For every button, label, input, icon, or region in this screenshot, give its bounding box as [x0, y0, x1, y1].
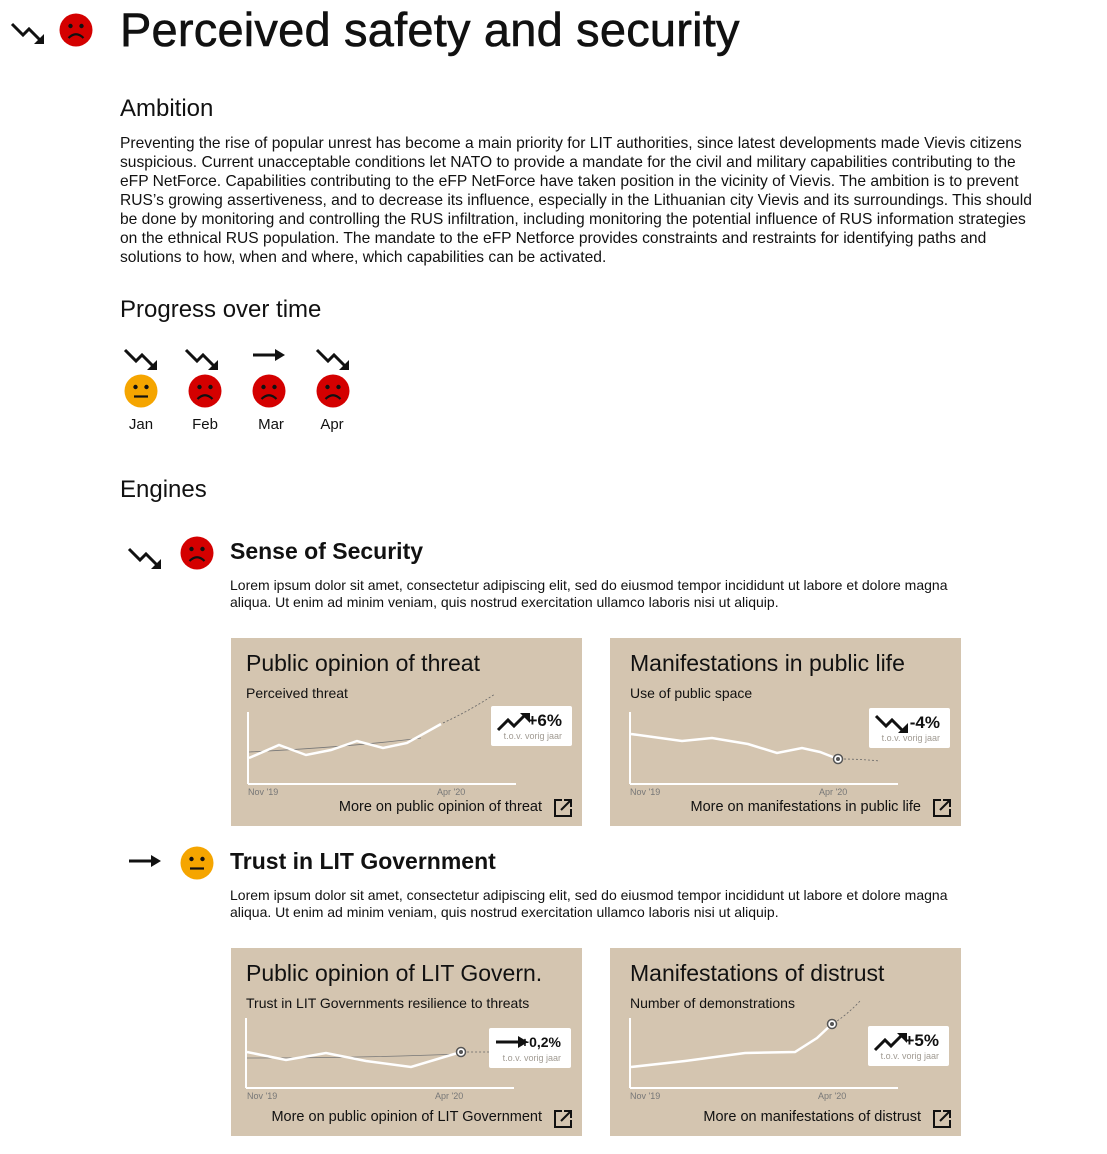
- more-link[interactable]: More on public opinion of threat: [338, 799, 542, 815]
- card-title: Public opinion of threat: [246, 650, 480, 676]
- card-subtitle: Trust in LIT Governments resilience to t…: [246, 995, 530, 1011]
- engine-title: Trust in LIT Government: [230, 848, 496, 874]
- metric-card-manifestations-public-life[interactable]: Manifestations in public life Use of pub…: [610, 638, 961, 826]
- x-tick-start: Nov '19: [248, 787, 279, 797]
- page-title: Perceived safety and security: [120, 3, 740, 57]
- engines-heading: Engines: [120, 476, 207, 503]
- engine-description: Lorem ipsum dolor sit amet, consectetur …: [230, 577, 948, 610]
- card-subtitle: Use of public space: [630, 685, 753, 701]
- month-label: Mar: [258, 416, 284, 433]
- month-label: Feb: [192, 416, 218, 433]
- sparkline-chart: [629, 1000, 898, 1089]
- external-link-icon[interactable]: [553, 1109, 573, 1129]
- change-badge: -4% t.o.v. vorig jaar: [869, 708, 950, 748]
- change-value: +0,2%: [520, 1034, 561, 1050]
- more-link[interactable]: More on public opinion of LIT Government: [271, 1109, 542, 1125]
- external-link-icon[interactable]: [932, 1109, 952, 1129]
- sad-face-icon: [316, 374, 350, 408]
- sad-face-icon: [59, 13, 93, 47]
- card-title: Public opinion of LIT Govern.: [246, 960, 543, 986]
- trend-up-icon: [873, 1033, 907, 1052]
- ambition-text: Preventing the rise of popular unrest ha…: [120, 135, 1032, 266]
- sparkline-chart: [245, 1018, 514, 1089]
- change-value: +5%: [904, 1031, 940, 1050]
- card-subtitle: Perceived threat: [246, 685, 348, 701]
- change-value: +6%: [527, 711, 563, 730]
- x-tick-start: Nov '19: [247, 1091, 278, 1101]
- engine-description: Lorem ipsum dolor sit amet, consectetur …: [230, 887, 948, 920]
- x-tick-end: Apr '20: [818, 1091, 847, 1101]
- change-badge: +0,2% t.o.v. vorig jaar: [489, 1028, 571, 1068]
- month-label: Jan: [128, 416, 154, 433]
- change-badge: +5% t.o.v. vorig jaar: [868, 1026, 949, 1066]
- trend-down-icon: [123, 348, 157, 370]
- trend-down-icon: [127, 547, 161, 569]
- trend-down-icon: [874, 714, 908, 733]
- change-value: -4%: [909, 713, 940, 732]
- trend-flat-icon: [129, 855, 161, 867]
- change-caption: t.o.v. vorig jaar: [502, 1053, 561, 1063]
- progress-heading: Progress over time: [120, 296, 322, 323]
- external-link-icon[interactable]: [553, 798, 573, 818]
- x-tick-end: Apr '20: [435, 1091, 464, 1101]
- x-tick-end: Apr '20: [819, 787, 848, 797]
- x-tick-start: Nov '19: [630, 1091, 661, 1101]
- card-title: Manifestations of distrust: [630, 960, 885, 986]
- more-link[interactable]: More on manifestations of distrust: [703, 1109, 921, 1125]
- trend-down-icon: [315, 348, 349, 370]
- external-link-icon[interactable]: [932, 798, 952, 818]
- metric-card-public-opinion-lit-government[interactable]: Public opinion of LIT Govern. Trust in L…: [231, 948, 582, 1136]
- sad-face-icon: [252, 374, 286, 408]
- sad-face-icon: [188, 374, 222, 408]
- sad-face-icon: [180, 536, 214, 570]
- metric-card-manifestations-of-distrust[interactable]: Manifestations of distrust Number of dem…: [610, 948, 961, 1136]
- card-title: Manifestations in public life: [630, 650, 905, 676]
- sparkline-chart: [629, 712, 898, 785]
- sparkline-chart: [247, 693, 516, 785]
- change-caption: t.o.v. vorig jaar: [881, 733, 940, 743]
- ambition-heading: Ambition: [120, 95, 214, 122]
- trend-flat-icon: [496, 1036, 528, 1048]
- trend-up-icon: [496, 713, 530, 732]
- change-badge: +6% t.o.v. vorig jaar: [491, 706, 572, 746]
- engine-title: Sense of Security: [230, 538, 424, 564]
- trend-down-icon: [184, 348, 218, 370]
- x-tick-start: Nov '19: [630, 787, 661, 797]
- change-caption: t.o.v. vorig jaar: [503, 731, 562, 741]
- change-caption: t.o.v. vorig jaar: [880, 1051, 939, 1061]
- metric-card-public-opinion-threat[interactable]: Public opinion of threat Perceived threa…: [231, 638, 582, 826]
- trend-down-icon: [10, 22, 44, 44]
- more-link[interactable]: More on manifestations in public life: [690, 799, 921, 815]
- trend-flat-icon: [253, 349, 285, 361]
- neutral-face-icon: [180, 846, 214, 880]
- x-tick-end: Apr '20: [437, 787, 466, 797]
- card-subtitle: Number of demonstrations: [630, 995, 795, 1011]
- month-label: Apr: [320, 416, 344, 433]
- neutral-face-icon: [124, 374, 158, 408]
